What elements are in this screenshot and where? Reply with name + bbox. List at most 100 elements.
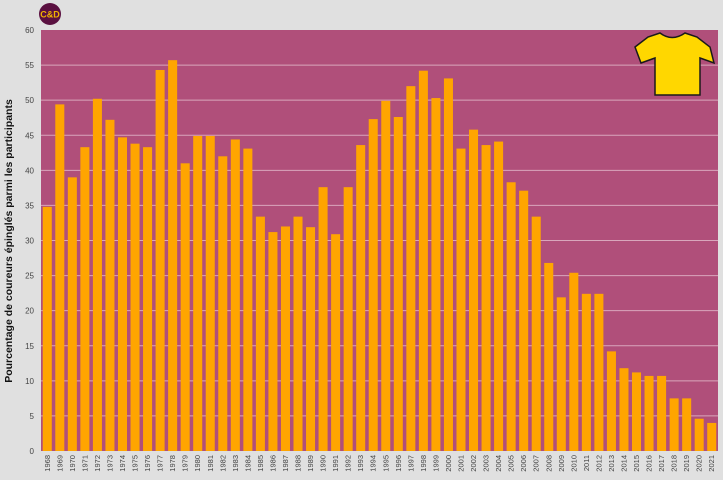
- bar: [519, 190, 529, 451]
- bar: [343, 187, 353, 451]
- x-tick-label: 2016: [645, 455, 654, 472]
- bar: [544, 262, 554, 451]
- y-axis-ticks: 0 5 10 15 20 25 30 35 40 45 50 55 60: [25, 26, 34, 456]
- bar: [55, 104, 65, 452]
- gridlines: [41, 64, 718, 417]
- bar: [531, 216, 541, 451]
- x-tick-label: 1976: [143, 455, 152, 472]
- y-tick-label: 50: [25, 96, 34, 105]
- x-tick-label: 1994: [369, 455, 378, 472]
- x-tick-label: 1992: [344, 455, 353, 472]
- bar: [469, 129, 479, 452]
- bar: [105, 119, 115, 452]
- bar: [606, 351, 616, 451]
- x-tick-label: 2012: [594, 455, 603, 472]
- y-axis-label: Pourcentage de coureurs épinglés parmi l…: [3, 99, 15, 383]
- logo: C&D: [39, 3, 61, 25]
- x-tick-label: 2009: [557, 455, 566, 472]
- bar: [243, 148, 253, 451]
- bar: [230, 139, 240, 451]
- x-tick-label: 2005: [507, 455, 516, 472]
- bar: [155, 69, 165, 452]
- x-tick-label: 1971: [80, 455, 89, 472]
- bar: [293, 216, 303, 451]
- x-tick-label: 1993: [356, 455, 365, 472]
- x-tick-label: 2004: [494, 455, 503, 472]
- y-tick-label: 25: [25, 272, 34, 281]
- x-tick-label: 1983: [231, 455, 240, 472]
- x-tick-label: 2001: [456, 455, 465, 472]
- bar: [669, 398, 679, 451]
- y-tick-label: 60: [25, 26, 34, 35]
- x-tick-label: 1984: [243, 455, 252, 472]
- x-tick-label: 1999: [431, 455, 440, 472]
- bar: [92, 98, 102, 451]
- bar: [581, 293, 591, 451]
- x-tick-label: 2014: [619, 455, 628, 472]
- y-tick-label: 5: [30, 412, 35, 421]
- x-tick-label: 2021: [707, 455, 716, 472]
- x-tick-label: 2003: [482, 455, 491, 472]
- x-tick-label: 1977: [156, 455, 165, 472]
- bar: [682, 398, 692, 451]
- x-tick-label: 1991: [331, 455, 340, 472]
- x-tick-label: 1982: [218, 455, 227, 472]
- x-tick-label: 2000: [444, 455, 453, 472]
- x-tick-label: 1974: [118, 455, 127, 472]
- x-tick-label: 1988: [294, 455, 303, 472]
- bar: [255, 216, 265, 451]
- bar: [494, 141, 504, 451]
- bar: [594, 293, 604, 451]
- bar: [318, 187, 328, 451]
- x-tick-label: 1975: [131, 455, 140, 472]
- bar: [381, 100, 391, 451]
- x-tick-label: 2019: [682, 455, 691, 472]
- x-tick-label: 1972: [93, 455, 102, 472]
- bar: [180, 163, 190, 452]
- x-tick-label: 2017: [657, 455, 666, 472]
- bar: [631, 372, 642, 451]
- bar: [431, 98, 441, 451]
- bar: [368, 119, 378, 451]
- bar: [356, 145, 366, 451]
- bar: [707, 422, 717, 451]
- bar: [443, 78, 453, 451]
- y-tick-label: 40: [25, 166, 34, 175]
- x-tick-label: 2008: [544, 455, 553, 472]
- bar: [168, 60, 178, 452]
- bar: [193, 135, 203, 451]
- x-tick-label: 1979: [181, 455, 190, 472]
- x-tick-label: 2007: [532, 455, 541, 472]
- x-tick-label: 1985: [256, 455, 265, 472]
- bar: [117, 137, 128, 452]
- x-tick-label: 2006: [519, 455, 528, 472]
- x-tick-label: 1989: [306, 455, 315, 472]
- bar: [694, 418, 704, 451]
- x-tick-label: 1997: [406, 455, 415, 472]
- bar: [280, 226, 290, 451]
- bar: [130, 143, 140, 452]
- bar: [80, 147, 90, 451]
- bar: [205, 135, 215, 451]
- y-tick-label: 10: [25, 377, 34, 386]
- x-tick-label: 2011: [582, 455, 591, 471]
- x-tick-label: 1995: [381, 455, 390, 472]
- x-tick-label: 1973: [105, 455, 114, 472]
- bar: [331, 234, 341, 451]
- yellow-jersey-icon: [634, 32, 716, 96]
- bar: [418, 70, 428, 452]
- y-tick-label: 15: [25, 342, 34, 351]
- x-tick-label: 1981: [206, 455, 215, 472]
- y-tick-label: 45: [25, 131, 34, 140]
- x-tick-label: 2010: [569, 455, 578, 472]
- y-tick-label: 35: [25, 201, 34, 210]
- bar: [218, 156, 228, 452]
- x-tick-label: 2018: [670, 455, 679, 472]
- x-tick-label: 2020: [695, 455, 704, 472]
- bar: [143, 147, 153, 451]
- bar: [67, 177, 77, 451]
- bar: [506, 182, 516, 452]
- bars: [42, 60, 717, 452]
- bar: [42, 206, 52, 451]
